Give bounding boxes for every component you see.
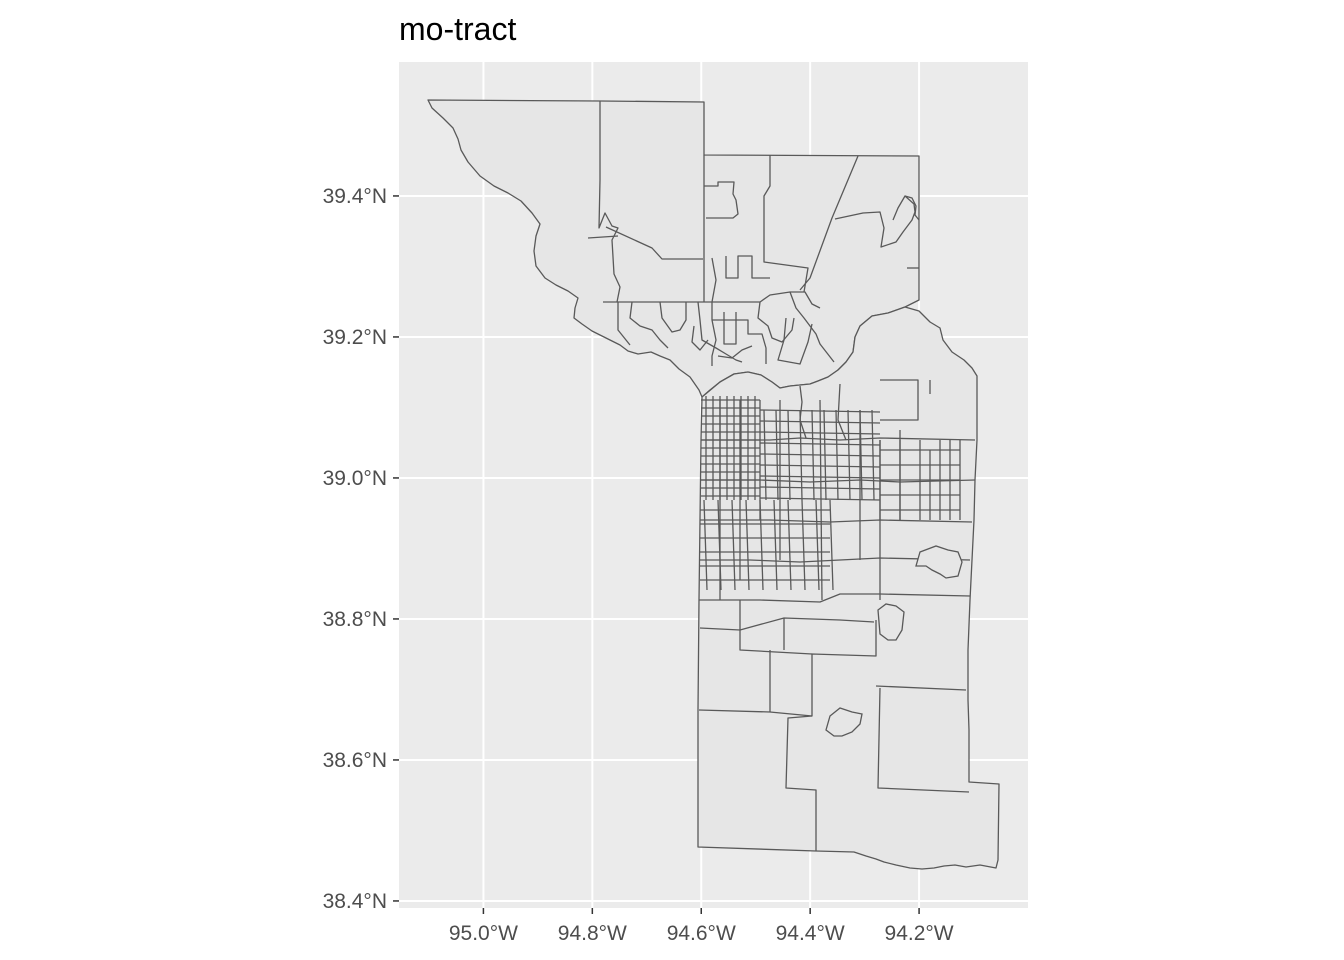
tract-enclave-center [825,707,863,737]
y-tick-label: 38.8°N [323,608,387,631]
census-tracts [427,99,1000,870]
tract-boundary [829,499,834,591]
tract-enclave-east [915,545,963,579]
tract-boundary [759,464,881,468]
tract-boundary [773,499,778,591]
tract-boundary [763,409,767,501]
y-tick-label: 39.4°N [323,185,387,208]
tract-boundary [759,431,881,435]
tract-boundaries [587,101,920,366]
urban-tract-grid [700,396,961,591]
y-tick-label: 39.0°N [323,467,387,490]
map-title: mo-tract [399,11,516,47]
y-tick-label: 39.2°N [323,326,387,349]
tract-boundary [717,499,722,591]
tract-enclave-mid [877,603,905,641]
tract-boundary [759,486,881,490]
tract-boundary [759,409,881,413]
tract-boundary [759,497,881,501]
tract-boundary [801,499,806,591]
tract-boundaries-south [698,379,976,851]
x-tick-label: 95.0°W [449,922,518,945]
y-tick-label: 38.6°N [323,749,387,772]
tract-boundary [759,442,881,446]
tract-region-south [697,306,1000,870]
x-tick-label: 94.2°W [885,922,954,945]
tract-boundary [759,420,881,424]
tract-boundary [871,409,875,501]
x-tick-label: 94.4°W [776,922,845,945]
tract-boundary [815,499,820,591]
tract-boundary [759,453,881,457]
tract-boundary [759,475,881,479]
tract-boundary [745,499,750,591]
x-tick-label: 94.6°W [667,922,736,945]
tract-boundary [787,499,792,591]
tract-boundary [859,409,863,501]
tract-boundary [759,499,764,591]
tract-boundary [703,499,708,591]
tract-boundary [731,499,736,591]
y-tick-label: 38.4°N [323,890,387,913]
tract-boundary [775,409,779,501]
axes: 95.0°W 94.8°W 94.6°W 94.4°W 94.2°W 39.4°N 39.2… [323,185,954,945]
x-tick-label: 94.8°W [558,922,627,945]
